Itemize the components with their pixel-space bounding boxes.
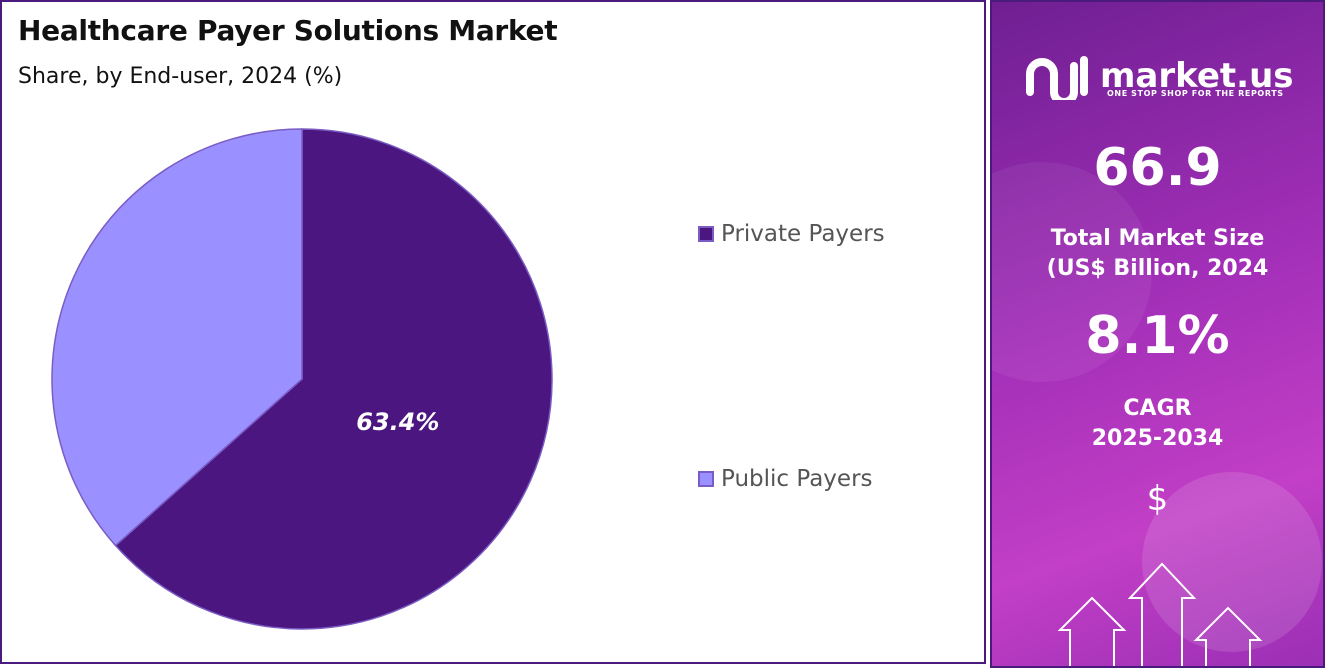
- market-size-value: 66.9: [1093, 138, 1222, 198]
- market-size-label-line2: (US$ Billion, 2024: [1046, 256, 1269, 281]
- background-decoration: [1142, 472, 1322, 652]
- legend-label-public-payers: Public Payers: [721, 466, 873, 492]
- chart-panel: Healthcare Payer Solutions Market Share,…: [0, 0, 986, 664]
- summary-panel: market.us ONE STOP SHOP FOR THE REPORTS …: [990, 0, 1325, 668]
- legend-label-private-payers: Private Payers: [721, 221, 885, 247]
- cagr-value: 8.1%: [1085, 306, 1230, 366]
- pie-chart: 63.4%: [51, 128, 553, 630]
- legend-item-private-payers: Private Payers: [698, 221, 885, 247]
- data-label-private-payers: 63.4%: [356, 408, 439, 436]
- chart-title: Healthcare Payer Solutions Market: [18, 14, 558, 47]
- legend-item-public-payers: Public Payers: [698, 466, 873, 492]
- market-size-label-line1: Total Market Size: [1050, 226, 1265, 251]
- growth-arrows-icon: [1057, 562, 1263, 666]
- chart-subtitle: Share, by End-user, 2024 (%): [18, 64, 343, 89]
- brand-logo: market.us: [1024, 52, 1294, 100]
- market-us-logo-icon: [1026, 56, 1088, 100]
- pie-slice-public-payers: [51, 128, 303, 547]
- legend-swatch-public-payers: [698, 471, 714, 487]
- pie-slice-private-payers: [114, 128, 553, 630]
- brand-name: market.us: [1100, 56, 1294, 96]
- cagr-label-line1: CAGR: [1123, 396, 1192, 421]
- brand-tagline: ONE STOP SHOP FOR THE REPORTS: [1107, 89, 1284, 98]
- legend-swatch-private-payers: [698, 226, 714, 242]
- cagr-label-line2: 2025-2034: [1091, 426, 1224, 451]
- dollar-icon: $: [1146, 479, 1169, 519]
